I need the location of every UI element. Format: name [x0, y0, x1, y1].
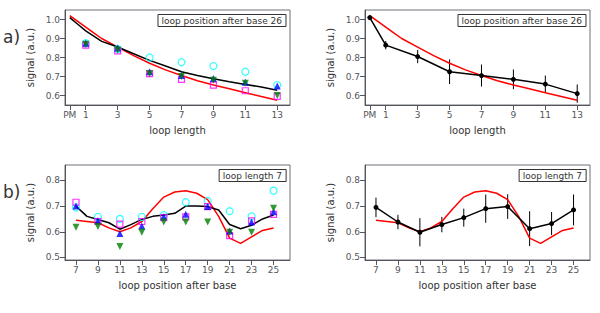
- svg-text:1: 1: [383, 110, 389, 120]
- svg-text:25: 25: [268, 265, 279, 275]
- svg-text:0.8: 0.8: [346, 53, 361, 63]
- svg-text:21: 21: [224, 265, 235, 275]
- svg-text:signal (a.u.): signal (a.u.): [25, 183, 36, 242]
- svg-text:9: 9: [211, 110, 217, 120]
- svg-text:7: 7: [373, 265, 379, 275]
- svg-text:0.9: 0.9: [346, 34, 361, 44]
- svg-text:3: 3: [415, 110, 421, 120]
- svg-text:a): a): [3, 27, 20, 47]
- svg-text:11: 11: [414, 265, 425, 275]
- svg-text:13: 13: [436, 265, 447, 275]
- svg-text:0.6: 0.6: [46, 91, 61, 101]
- svg-text:7: 7: [179, 110, 185, 120]
- svg-text:0.6: 0.6: [346, 91, 361, 101]
- svg-text:15: 15: [158, 265, 169, 275]
- svg-text:0.5: 0.5: [46, 252, 60, 262]
- svg-text:loop position after base: loop position after base: [118, 280, 236, 291]
- svg-text:9: 9: [511, 110, 517, 120]
- svg-text:17: 17: [480, 265, 491, 275]
- svg-text:21: 21: [524, 265, 535, 275]
- svg-text:19: 19: [202, 265, 214, 275]
- svg-text:11: 11: [240, 110, 251, 120]
- svg-text:signal (a.u.): signal (a.u.): [25, 28, 36, 87]
- svg-text:0.7: 0.7: [46, 72, 60, 82]
- svg-text:23: 23: [246, 265, 257, 275]
- svg-text:0.8: 0.8: [346, 175, 361, 185]
- svg-text:loop position after base 26: loop position after base 26: [461, 16, 582, 26]
- svg-text:3: 3: [115, 110, 121, 120]
- svg-text:7: 7: [479, 110, 485, 120]
- svg-text:0.8: 0.8: [46, 175, 61, 185]
- svg-text:0.8: 0.8: [46, 53, 61, 63]
- svg-text:0.9: 0.9: [46, 34, 61, 44]
- svg-text:0.6: 0.6: [46, 227, 61, 237]
- svg-text:19: 19: [502, 265, 514, 275]
- svg-text:11: 11: [114, 265, 125, 275]
- svg-text:PM: PM: [363, 110, 376, 120]
- svg-text:signal (a.u.): signal (a.u.): [325, 183, 336, 242]
- svg-text:0.7: 0.7: [46, 201, 60, 211]
- svg-text:0.7: 0.7: [346, 201, 360, 211]
- svg-text:15: 15: [458, 265, 469, 275]
- svg-text:13: 13: [136, 265, 147, 275]
- svg-text:7: 7: [73, 265, 79, 275]
- svg-text:25: 25: [568, 265, 579, 275]
- svg-text:1.0: 1.0: [346, 15, 361, 25]
- svg-text:23: 23: [546, 265, 557, 275]
- svg-text:b): b): [3, 182, 20, 202]
- svg-text:PM: PM: [63, 110, 76, 120]
- svg-text:loop length 7: loop length 7: [223, 171, 282, 181]
- svg-text:9: 9: [395, 265, 401, 275]
- svg-text:loop position after base 26: loop position after base 26: [161, 16, 282, 26]
- svg-text:0.7: 0.7: [346, 72, 360, 82]
- svg-text:loop length: loop length: [149, 125, 205, 136]
- svg-text:13: 13: [272, 110, 283, 120]
- svg-text:0.5: 0.5: [346, 252, 360, 262]
- svg-text:loop position after base: loop position after base: [418, 280, 536, 291]
- svg-text:1.0: 1.0: [46, 15, 61, 25]
- svg-text:9: 9: [95, 265, 101, 275]
- svg-text:13: 13: [572, 110, 583, 120]
- svg-text:11: 11: [540, 110, 551, 120]
- svg-text:loop length: loop length: [449, 125, 505, 136]
- svg-text:5: 5: [147, 110, 153, 120]
- svg-text:1: 1: [83, 110, 89, 120]
- svg-text:17: 17: [180, 265, 191, 275]
- svg-text:loop length 7: loop length 7: [523, 171, 582, 181]
- svg-text:signal (a.u.): signal (a.u.): [325, 28, 336, 87]
- svg-text:0.6: 0.6: [346, 227, 361, 237]
- svg-text:5: 5: [447, 110, 453, 120]
